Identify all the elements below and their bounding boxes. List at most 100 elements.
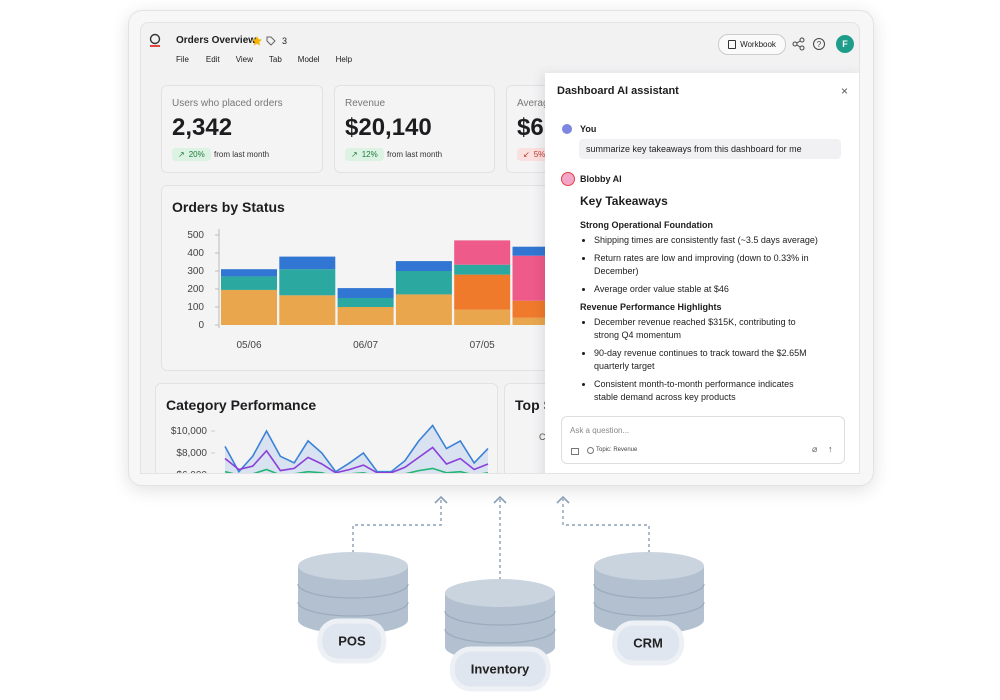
topic-icon bbox=[587, 447, 594, 454]
database-ring bbox=[593, 601, 705, 617]
source-label: Inventory bbox=[454, 651, 546, 687]
bar-segment bbox=[337, 288, 394, 299]
y-tick-label: 300 bbox=[187, 266, 204, 277]
database-top bbox=[298, 552, 408, 580]
change-value: 5% bbox=[533, 150, 546, 159]
question-input[interactable]: Ask a question... Topic: Revenue ⌀ ↑ bbox=[561, 416, 845, 464]
bar-segment bbox=[454, 274, 511, 310]
data-sources bbox=[297, 495, 705, 661]
change-value: 20% bbox=[188, 150, 205, 159]
close-button[interactable]: × bbox=[841, 84, 849, 98]
bullet-item: Shipping times are consistently fast (~3… bbox=[594, 234, 820, 247]
change-badge: ↙ 5% bbox=[517, 148, 552, 161]
toolbar-icons[interactable]: ? bbox=[792, 37, 826, 51]
app-window: Orders Overview 3 File Edit View Tab Model He… bbox=[140, 22, 860, 474]
section-heading: Strong Operational Foundation bbox=[580, 220, 713, 230]
menu-item[interactable]: File bbox=[176, 55, 189, 64]
bar-segment bbox=[221, 289, 277, 326]
ai-icon bbox=[561, 172, 575, 186]
database-top bbox=[594, 552, 704, 580]
kpi-label: Revenue bbox=[345, 98, 386, 109]
bullet-list: December revenue reached $315K, contribu… bbox=[580, 316, 820, 404]
response-body: Strong Operational Foundation Shipping ti… bbox=[580, 220, 820, 409]
database-ring bbox=[444, 628, 556, 644]
bar-segment bbox=[454, 240, 511, 265]
bar-segment bbox=[221, 276, 277, 290]
kpi-label: Averag bbox=[517, 98, 549, 109]
user-avatar[interactable]: F bbox=[836, 35, 854, 53]
kpi-card: Users who placed orders 2,342 ↗ 20% from las… bbox=[161, 85, 323, 173]
bullet-item: December revenue reached $315K, contribu… bbox=[594, 316, 820, 342]
bar-segment bbox=[454, 309, 511, 326]
card-title: Orders by Status bbox=[172, 199, 285, 215]
database-icon bbox=[444, 579, 556, 661]
bar-segment bbox=[221, 269, 277, 277]
bullet-item: Return rates are low and improving (down… bbox=[594, 252, 820, 278]
ai-assistant-panel: Dashboard AI assistant × You summarize k… bbox=[545, 73, 859, 473]
menu-item[interactable]: View bbox=[235, 55, 253, 64]
section-heading: Revenue Performance Highlights bbox=[580, 302, 722, 312]
bar-segment bbox=[279, 295, 336, 326]
response-heading: Key Takeaways bbox=[580, 194, 668, 208]
topic-label[interactable]: Topic: Revenue bbox=[596, 447, 638, 453]
user-message: summarize key takeaways from this dashbo… bbox=[579, 139, 841, 159]
bar-segment bbox=[337, 307, 394, 326]
tag-count: 3 bbox=[282, 36, 288, 46]
y-tick-label: 200 bbox=[187, 284, 204, 295]
title-icons bbox=[252, 36, 276, 46]
workbook-label: Workbook bbox=[740, 40, 776, 49]
workbook-button[interactable]: Workbook bbox=[718, 34, 786, 55]
arrow-heads bbox=[434, 495, 570, 504]
change-badge: ↗ 20% bbox=[172, 148, 211, 161]
bullet-item: Consistent month-to-month performance in… bbox=[594, 378, 820, 404]
menu-item[interactable]: Tab bbox=[268, 55, 282, 64]
input-placeholder: Ask a question... bbox=[570, 426, 630, 435]
bar-segment bbox=[279, 256, 336, 270]
connector-lines bbox=[352, 499, 650, 580]
trend-arrow: ↗ bbox=[178, 150, 185, 159]
bar-segment bbox=[279, 269, 336, 296]
bullet-list: Shipping times are consistently fast (~3… bbox=[580, 234, 820, 296]
attach-button[interactable]: ⌀ bbox=[812, 444, 818, 454]
menu-item[interactable]: Edit bbox=[205, 55, 220, 64]
database-icon bbox=[297, 552, 409, 634]
bar-segment bbox=[512, 246, 569, 256]
x-tick-label: 06/07 bbox=[353, 340, 378, 351]
database-body bbox=[445, 593, 555, 661]
database-ring bbox=[444, 610, 556, 626]
y-tick-label: 0 bbox=[198, 320, 204, 331]
bullet-item: 90-day revenue continues to track toward… bbox=[594, 347, 820, 373]
database-ring bbox=[297, 601, 409, 617]
card-title: Top S bbox=[515, 397, 553, 413]
bar-segment bbox=[395, 271, 452, 295]
menu-bar: File Edit View Tab Model Help bbox=[176, 55, 368, 64]
bullet-item: Average order value stable at $46 bbox=[594, 283, 820, 296]
y-tick-label: $8,000 bbox=[176, 448, 207, 459]
series-line bbox=[224, 424, 489, 473]
card-title: Category Performance bbox=[166, 397, 317, 413]
context-icon[interactable] bbox=[571, 448, 579, 455]
bar-segment bbox=[395, 294, 452, 326]
x-tick-label: 07/05 bbox=[470, 340, 495, 351]
database-body bbox=[298, 566, 408, 634]
menu-item[interactable]: Help bbox=[335, 55, 353, 64]
x-tick-label: 05/06 bbox=[236, 340, 261, 351]
database-ring bbox=[593, 583, 705, 599]
database-icon bbox=[593, 552, 705, 634]
panel-title: Dashboard AI assistant bbox=[557, 85, 679, 97]
kpi-note: from last month bbox=[214, 150, 270, 159]
bar-segment bbox=[337, 298, 394, 308]
y-tick-label: 400 bbox=[187, 248, 204, 259]
source-label: POS bbox=[322, 623, 382, 659]
user-icon bbox=[562, 124, 572, 134]
database-top bbox=[445, 579, 555, 607]
row-label: C bbox=[539, 432, 546, 442]
kpi-value: 2,342 bbox=[172, 114, 233, 141]
user-name: You bbox=[580, 124, 597, 134]
logo bbox=[149, 33, 161, 47]
trend-arrow: ↗ bbox=[351, 150, 358, 159]
menu-item[interactable]: Model bbox=[297, 55, 320, 64]
send-button[interactable]: ↑ bbox=[828, 444, 833, 454]
bar-segment bbox=[395, 261, 452, 272]
y-tick-label: 100 bbox=[187, 302, 204, 313]
